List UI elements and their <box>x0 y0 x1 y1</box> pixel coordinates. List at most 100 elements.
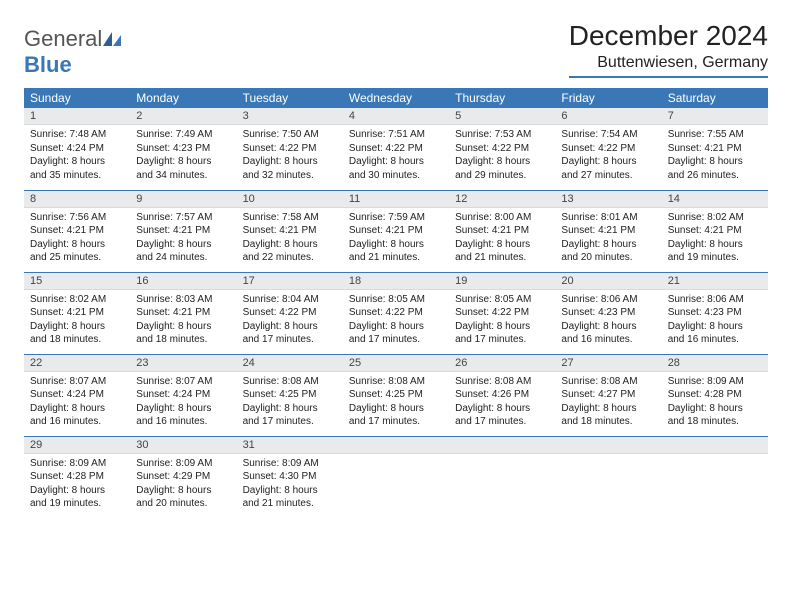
sunrise-text: Sunrise: 8:08 AM <box>455 375 549 389</box>
weekday-header: Saturday <box>662 88 768 108</box>
daylight-text: Daylight: 8 hours and 16 minutes. <box>136 402 230 429</box>
sunset-text: Sunset: 4:22 PM <box>561 142 655 156</box>
day-content: Sunrise: 8:07 AMSunset: 4:24 PMDaylight:… <box>130 372 236 433</box>
sunset-text: Sunset: 4:28 PM <box>30 470 124 484</box>
sunset-text: Sunset: 4:24 PM <box>30 142 124 156</box>
day-content: Sunrise: 8:00 AMSunset: 4:21 PMDaylight:… <box>449 208 555 269</box>
calendar-week-row: 1Sunrise: 7:48 AMSunset: 4:24 PMDaylight… <box>24 108 768 190</box>
day-number: 22 <box>24 355 130 372</box>
sunrise-text: Sunrise: 7:50 AM <box>243 128 337 142</box>
daylight-text: Daylight: 8 hours and 17 minutes. <box>349 402 443 429</box>
calendar-day-cell: 20Sunrise: 8:06 AMSunset: 4:23 PMDayligh… <box>555 272 661 354</box>
calendar-day-cell: 14Sunrise: 8:02 AMSunset: 4:21 PMDayligh… <box>662 190 768 272</box>
calendar-day-cell: 27Sunrise: 8:08 AMSunset: 4:27 PMDayligh… <box>555 354 661 436</box>
day-number: 12 <box>449 191 555 208</box>
day-number: 23 <box>130 355 236 372</box>
sunset-text: Sunset: 4:22 PM <box>455 306 549 320</box>
sunrise-text: Sunrise: 7:59 AM <box>349 211 443 225</box>
calendar-day-cell: 10Sunrise: 7:58 AMSunset: 4:21 PMDayligh… <box>237 190 343 272</box>
day-content: Sunrise: 8:04 AMSunset: 4:22 PMDaylight:… <box>237 290 343 351</box>
sunrise-text: Sunrise: 8:03 AM <box>136 293 230 307</box>
daylight-text: Daylight: 8 hours and 19 minutes. <box>668 238 762 265</box>
calendar-day-cell: 31Sunrise: 8:09 AMSunset: 4:30 PMDayligh… <box>237 436 343 518</box>
day-content: Sunrise: 8:06 AMSunset: 4:23 PMDaylight:… <box>662 290 768 351</box>
calendar-day-cell: 21Sunrise: 8:06 AMSunset: 4:23 PMDayligh… <box>662 272 768 354</box>
sunset-text: Sunset: 4:24 PM <box>30 388 124 402</box>
page-title: December 2024 <box>569 20 768 52</box>
daylight-text: Daylight: 8 hours and 27 minutes. <box>561 155 655 182</box>
calendar-day-cell: 26Sunrise: 8:08 AMSunset: 4:26 PMDayligh… <box>449 354 555 436</box>
sunrise-text: Sunrise: 8:08 AM <box>349 375 443 389</box>
calendar-day-cell: 30Sunrise: 8:09 AMSunset: 4:29 PMDayligh… <box>130 436 236 518</box>
day-content: Sunrise: 8:09 AMSunset: 4:28 PMDaylight:… <box>24 454 130 515</box>
sunrise-text: Sunrise: 7:51 AM <box>349 128 443 142</box>
calendar-table: Sunday Monday Tuesday Wednesday Thursday… <box>24 88 768 518</box>
day-content: Sunrise: 7:58 AMSunset: 4:21 PMDaylight:… <box>237 208 343 269</box>
daylight-text: Daylight: 8 hours and 17 minutes. <box>349 320 443 347</box>
day-number: 27 <box>555 355 661 372</box>
sunset-text: Sunset: 4:24 PM <box>136 388 230 402</box>
sunset-text: Sunset: 4:22 PM <box>243 306 337 320</box>
sunset-text: Sunset: 4:21 PM <box>349 224 443 238</box>
weekday-header: Friday <box>555 88 661 108</box>
calendar-day-cell: 5Sunrise: 7:53 AMSunset: 4:22 PMDaylight… <box>449 108 555 190</box>
calendar-day-cell: 28 Sunrise: 8:09 AMSunset: 4:28 PMDayligh… <box>662 354 768 436</box>
day-content: Sunrise: 8:01 AMSunset: 4:21 PMDaylight:… <box>555 208 661 269</box>
day-content: Sunrise: 7:56 AMSunset: 4:21 PMDaylight:… <box>24 208 130 269</box>
day-number: 18 <box>343 273 449 290</box>
calendar-week-row: 8Sunrise: 7:56 AMSunset: 4:21 PMDaylight… <box>24 190 768 272</box>
day-content: Sunrise: 7:55 AMSunset: 4:21 PMDaylight:… <box>662 125 768 186</box>
day-number: 11 <box>343 191 449 208</box>
daylight-text: Daylight: 8 hours and 20 minutes. <box>136 484 230 511</box>
daylight-text: Daylight: 8 hours and 18 minutes. <box>136 320 230 347</box>
day-number: 24 <box>237 355 343 372</box>
day-number: 21 <box>662 273 768 290</box>
day-number: 25 <box>343 355 449 372</box>
day-content: Sunrise: 8:06 AMSunset: 4:23 PMDaylight:… <box>555 290 661 351</box>
day-number: 28 <box>662 355 768 372</box>
daylight-text: Daylight: 8 hours and 35 minutes. <box>30 155 124 182</box>
sunrise-text: Sunrise: 8:06 AM <box>668 293 762 307</box>
sunrise-text: Sunrise: 8:02 AM <box>30 293 124 307</box>
day-number: 7 <box>662 108 768 125</box>
weekday-header: Monday <box>130 88 236 108</box>
sunset-text: Sunset: 4:21 PM <box>243 224 337 238</box>
logo-sail-icon <box>103 26 121 52</box>
day-content <box>449 454 555 461</box>
day-number: 26 <box>449 355 555 372</box>
day-content: Sunrise: 8:05 AMSunset: 4:22 PMDaylight:… <box>449 290 555 351</box>
sunrise-text: Sunrise: 7:53 AM <box>455 128 549 142</box>
day-content: Sunrise: 7:59 AMSunset: 4:21 PMDaylight:… <box>343 208 449 269</box>
daylight-text: Daylight: 8 hours and 16 minutes. <box>668 320 762 347</box>
daylight-text: Daylight: 8 hours and 17 minutes. <box>243 402 337 429</box>
sunset-text: Sunset: 4:23 PM <box>136 142 230 156</box>
daylight-text: Daylight: 8 hours and 20 minutes. <box>561 238 655 265</box>
day-number: 30 <box>130 437 236 454</box>
header: General Blue December 2024 Buttenwiesen,… <box>24 20 768 78</box>
daylight-text: Daylight: 8 hours and 16 minutes. <box>30 402 124 429</box>
day-number: 29 <box>24 437 130 454</box>
calendar-day-cell: 18Sunrise: 8:05 AMSunset: 4:22 PMDayligh… <box>343 272 449 354</box>
weekday-header: Sunday <box>24 88 130 108</box>
sunset-text: Sunset: 4:21 PM <box>455 224 549 238</box>
title-block: December 2024 Buttenwiesen, Germany <box>569 20 768 78</box>
daylight-text: Daylight: 8 hours and 18 minutes. <box>30 320 124 347</box>
daylight-text: Daylight: 8 hours and 24 minutes. <box>136 238 230 265</box>
calendar-day-cell <box>449 436 555 518</box>
sunset-text: Sunset: 4:26 PM <box>455 388 549 402</box>
day-number: 31 <box>237 437 343 454</box>
calendar-day-cell: 4Sunrise: 7:51 AMSunset: 4:22 PMDaylight… <box>343 108 449 190</box>
sunset-text: Sunset: 4:21 PM <box>668 142 762 156</box>
calendar-day-cell: 3Sunrise: 7:50 AMSunset: 4:22 PMDaylight… <box>237 108 343 190</box>
daylight-text: Daylight: 8 hours and 18 minutes. <box>668 402 762 429</box>
sunrise-text: Sunrise: 8:09 AM <box>668 375 762 389</box>
daylight-text: Daylight: 8 hours and 16 minutes. <box>561 320 655 347</box>
sunrise-text: Sunrise: 8:07 AM <box>136 375 230 389</box>
sunset-text: Sunset: 4:30 PM <box>243 470 337 484</box>
calendar-week-row: 15Sunrise: 8:02 AMSunset: 4:21 PMDayligh… <box>24 272 768 354</box>
calendar-week-row: 22Sunrise: 8:07 AMSunset: 4:24 PMDayligh… <box>24 354 768 436</box>
sunset-text: Sunset: 4:23 PM <box>561 306 655 320</box>
daylight-text: Daylight: 8 hours and 26 minutes. <box>668 155 762 182</box>
sunset-text: Sunset: 4:28 PM <box>668 388 762 402</box>
daylight-text: Daylight: 8 hours and 17 minutes. <box>243 320 337 347</box>
